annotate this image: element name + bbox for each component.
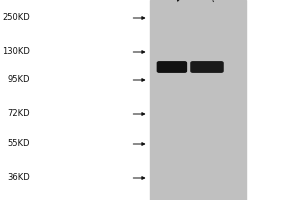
Text: 72KD: 72KD (8, 110, 30, 118)
Text: 36KD: 36KD (7, 173, 30, 182)
Bar (150, 0, 246, 200)
Text: 55KD: 55KD (8, 140, 30, 148)
FancyBboxPatch shape (191, 62, 223, 72)
Text: 130KD: 130KD (2, 47, 30, 56)
Text: 95KD: 95KD (8, 75, 30, 84)
FancyBboxPatch shape (157, 62, 187, 72)
Text: 250KD: 250KD (2, 14, 30, 22)
Text: 293T: 293T (172, 0, 195, 3)
Text: A549: A549 (208, 0, 231, 3)
